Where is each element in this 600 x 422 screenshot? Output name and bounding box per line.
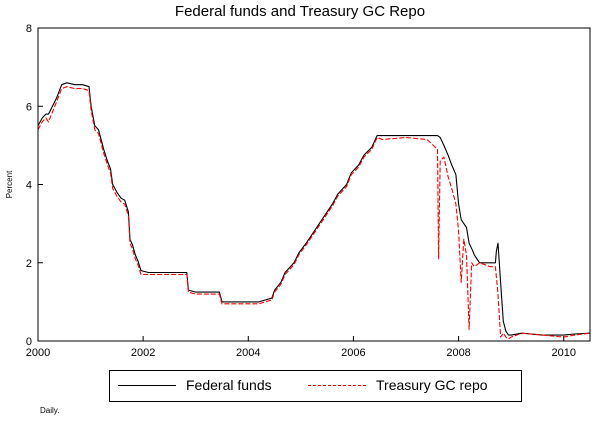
plot-area (37, 27, 591, 342)
series-line-treasury-gc-repo (37, 86, 591, 340)
series-line-federal-funds (37, 82, 591, 336)
chart-note: Daily. (40, 406, 60, 415)
x-tick-label: 2010 (551, 347, 575, 359)
legend-item-federal-funds: Federal funds (118, 377, 272, 393)
y-tick-label: 4 (26, 180, 32, 192)
y-tick-label: 0 (26, 336, 32, 348)
y-tick-label: 2 (26, 258, 32, 270)
y-tick-label: 6 (26, 101, 32, 113)
legend-swatch-treasury-gc-repo (308, 384, 366, 386)
legend: Federal funds Treasury GC repo (109, 370, 522, 402)
y-axis-label: Percent (5, 170, 14, 198)
legend-label-treasury-gc-repo: Treasury GC repo (376, 377, 488, 393)
chart-title: Federal funds and Treasury GC Repo (174, 3, 426, 20)
legend-item-treasury-gc-repo: Treasury GC repo (308, 377, 488, 393)
x-tick-label: 2004 (236, 347, 260, 359)
x-tick-label: 2002 (131, 347, 155, 359)
x-tick-label: 2008 (446, 347, 470, 359)
y-tick-label: 8 (26, 23, 32, 35)
legend-swatch-federal-funds (118, 384, 176, 386)
legend-label-federal-funds: Federal funds (186, 377, 272, 393)
x-tick-label: 2006 (341, 347, 365, 359)
x-tick-label: 2000 (26, 347, 50, 359)
